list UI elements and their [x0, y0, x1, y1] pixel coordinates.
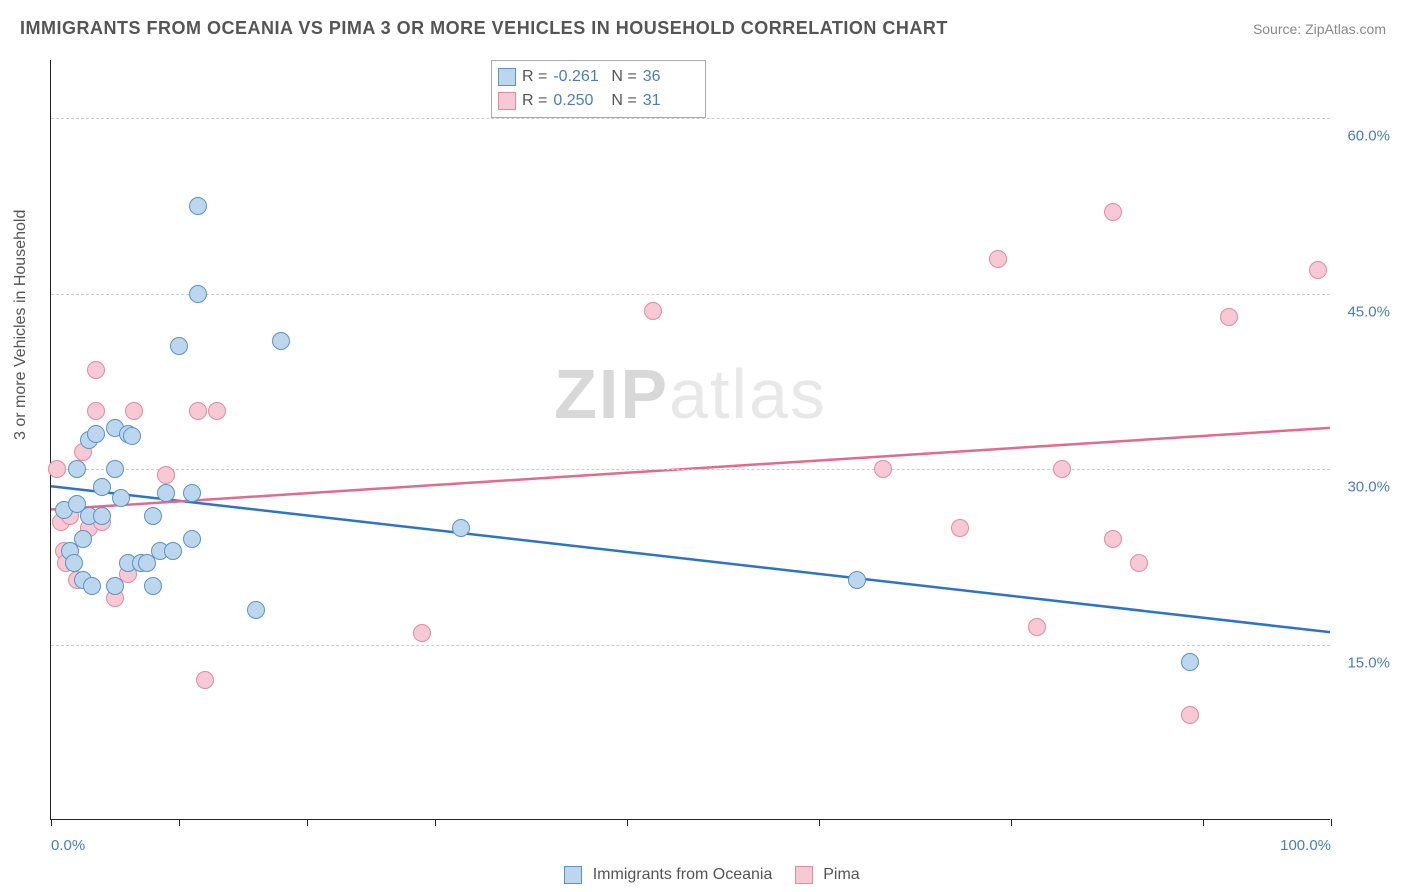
data-point [87, 361, 105, 379]
data-point [93, 478, 111, 496]
data-point [272, 332, 290, 350]
data-point [106, 460, 124, 478]
legend-swatch-2 [795, 866, 813, 884]
data-point [83, 577, 101, 595]
data-point [1130, 554, 1148, 572]
data-point [48, 460, 66, 478]
x-tick [179, 819, 180, 826]
data-point [848, 571, 866, 589]
trend-lines [51, 60, 1330, 819]
data-point [189, 197, 207, 215]
data-point [1053, 460, 1071, 478]
legend-label-1: Immigrants from Oceania [593, 866, 773, 883]
stats-row-series2: R = 0.250 N = 31 [498, 89, 695, 113]
x-tick [819, 819, 820, 826]
data-point [189, 402, 207, 420]
gridline-h [51, 645, 1330, 646]
gridline-h [51, 294, 1330, 295]
data-point [87, 402, 105, 420]
data-point [164, 542, 182, 560]
stat-n-label-2: N = [611, 89, 636, 113]
data-point [183, 484, 201, 502]
data-point [1181, 653, 1199, 671]
watermark-zip: ZIP [554, 355, 669, 433]
x-tick [307, 819, 308, 826]
x-tick [51, 819, 52, 826]
data-point [1309, 261, 1327, 279]
data-point [112, 489, 130, 507]
legend-label-2: Pima [823, 866, 859, 883]
data-point [208, 402, 226, 420]
x-tick [627, 819, 628, 826]
data-point [951, 519, 969, 537]
data-point [452, 519, 470, 537]
gridline-h [51, 469, 1330, 470]
data-point [87, 425, 105, 443]
data-point [1220, 308, 1238, 326]
stat-r-label-2: R = [522, 89, 547, 113]
watermark-atlas: atlas [669, 355, 827, 433]
data-point [196, 671, 214, 689]
data-point [1028, 618, 1046, 636]
stats-legend-box: R = -0.261 N = 36 R = 0.250 N = 31 [491, 60, 706, 118]
data-point [170, 337, 188, 355]
data-point [125, 402, 143, 420]
data-point [1104, 530, 1122, 548]
data-point [106, 577, 124, 595]
source-label: Source: ZipAtlas.com [1253, 21, 1386, 37]
legend-swatch-1 [564, 866, 582, 884]
data-point [189, 285, 207, 303]
data-point [144, 507, 162, 525]
x-tick [435, 819, 436, 826]
data-point [1181, 706, 1199, 724]
y-tick-label: 60.0% [1335, 128, 1390, 145]
watermark: ZIPatlas [554, 354, 827, 434]
y-tick-label: 30.0% [1335, 479, 1390, 496]
stat-r-value-2: 0.250 [553, 89, 605, 113]
data-point [157, 484, 175, 502]
x-tick-label: 100.0% [1280, 837, 1331, 854]
stat-n-value-1: 36 [643, 65, 695, 89]
data-point [93, 507, 111, 525]
data-point [68, 460, 86, 478]
y-axis-label: 3 or more Vehicles in Household [12, 210, 30, 440]
bottom-legend: Immigrants from Oceania Pima [0, 866, 1406, 884]
data-point [183, 530, 201, 548]
x-tick [1011, 819, 1012, 826]
data-point [874, 460, 892, 478]
data-point [144, 577, 162, 595]
data-point [413, 624, 431, 642]
y-tick-label: 15.0% [1335, 654, 1390, 671]
stat-r-label: R = [522, 65, 547, 89]
chart-title: IMMIGRANTS FROM OCEANIA VS PIMA 3 OR MOR… [20, 18, 948, 39]
gridline-h [51, 118, 1330, 119]
stat-r-value-1: -0.261 [553, 65, 605, 89]
data-point [644, 302, 662, 320]
x-tick-label: 0.0% [51, 837, 85, 854]
stat-n-label: N = [611, 65, 636, 89]
x-tick [1331, 819, 1332, 826]
stats-row-series1: R = -0.261 N = 36 [498, 65, 695, 89]
stat-n-value-2: 31 [643, 89, 695, 113]
data-point [123, 427, 141, 445]
data-point [74, 530, 92, 548]
data-point [1104, 203, 1122, 221]
data-point [989, 250, 1007, 268]
data-point [157, 466, 175, 484]
x-tick [1203, 819, 1204, 826]
data-point [65, 554, 83, 572]
swatch-series2 [498, 92, 516, 110]
y-tick-label: 45.0% [1335, 303, 1390, 320]
data-point [247, 601, 265, 619]
swatch-series1 [498, 68, 516, 86]
plot-area: ZIPatlas R = -0.261 N = 36 R = 0.250 N =… [50, 60, 1330, 820]
